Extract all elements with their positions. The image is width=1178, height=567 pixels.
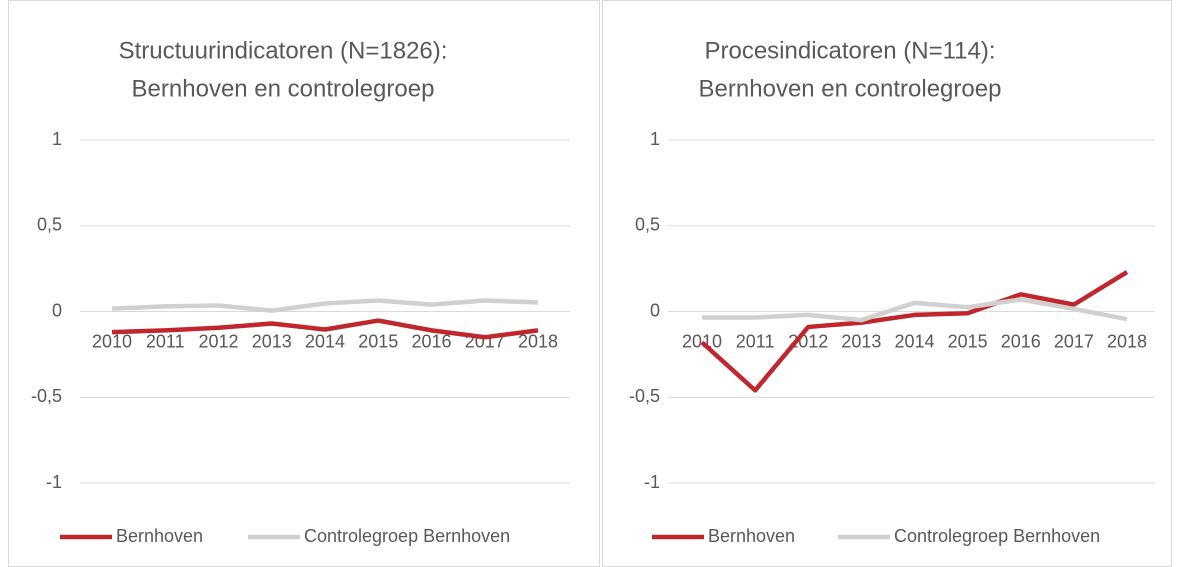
y-tick-label: -1 bbox=[46, 472, 62, 492]
x-tick-label: 2012 bbox=[198, 331, 238, 351]
y-tick-label: -1 bbox=[644, 472, 660, 492]
series-line bbox=[111, 298, 539, 313]
x-tick-label: 2014 bbox=[305, 331, 345, 351]
chart-title: Procesindicatoren (N=114): bbox=[704, 37, 995, 64]
x-tick-label: 2014 bbox=[894, 331, 934, 351]
legend-label: Bernhoven bbox=[708, 526, 795, 546]
chart-title: Bernhoven en controlegroep bbox=[699, 75, 1002, 102]
x-tick-label: 2010 bbox=[682, 331, 722, 351]
x-tick-label: 2016 bbox=[1001, 331, 1041, 351]
series-line bbox=[702, 297, 1128, 323]
y-tick-label: 0,5 bbox=[37, 215, 62, 235]
y-tick-label: -0,5 bbox=[629, 386, 660, 406]
y-tick-label: 0,5 bbox=[635, 215, 660, 235]
x-tick-label: 2015 bbox=[948, 331, 988, 351]
y-tick-label: -0,5 bbox=[31, 386, 62, 406]
legend-label: Controlegroep Bernhoven bbox=[304, 526, 510, 546]
x-tick-label: 2011 bbox=[736, 331, 775, 351]
y-tick-label: 0 bbox=[52, 300, 62, 320]
y-tick-label: 1 bbox=[650, 129, 660, 149]
panel bbox=[8, 0, 600, 567]
x-tick-label: 2015 bbox=[358, 331, 398, 351]
y-tick-label: 0 bbox=[650, 300, 660, 320]
legend-label: Controlegroep Bernhoven bbox=[894, 526, 1100, 546]
x-tick-label: 2013 bbox=[841, 331, 881, 351]
x-tick-label: 2016 bbox=[411, 331, 451, 351]
x-tick-label: 2013 bbox=[252, 331, 292, 351]
panel bbox=[602, 0, 1172, 567]
series-line bbox=[111, 318, 539, 340]
legend-label: Bernhoven bbox=[116, 526, 203, 546]
chart-title: Bernhoven en controlegroep bbox=[132, 75, 435, 102]
chart-title: Structuurindicatoren (N=1826): bbox=[119, 37, 448, 64]
x-tick-label: 2018 bbox=[1107, 331, 1147, 351]
series-line bbox=[700, 270, 1129, 393]
x-tick-label: 2017 bbox=[1054, 331, 1094, 351]
y-tick-label: 1 bbox=[52, 129, 62, 149]
x-tick-label: 2011 bbox=[146, 331, 185, 351]
x-tick-label: 2018 bbox=[518, 331, 558, 351]
x-tick-label: 2010 bbox=[92, 331, 132, 351]
